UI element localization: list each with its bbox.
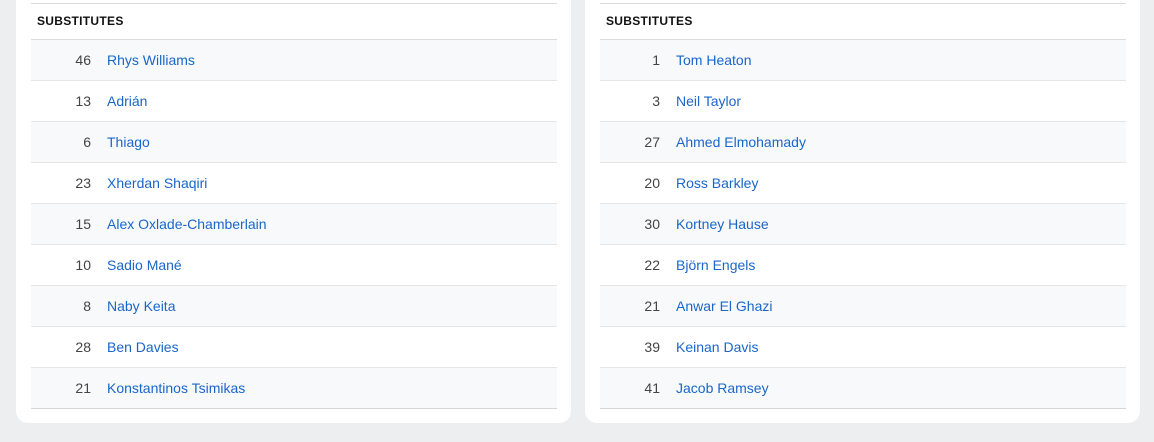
substitutes-table: SUBSTITUTES 1 Tom Heaton 3 Neil Taylor 27 Ahm… (600, 3, 1126, 409)
shirt-number: 23 (75, 175, 91, 191)
shirt-number: 30 (644, 216, 660, 232)
player-link[interactable]: Ross Barkley (676, 175, 759, 191)
player-link[interactable]: Thiago (107, 134, 150, 150)
shirt-number: 1 (652, 52, 660, 68)
shirt-number: 20 (644, 175, 660, 191)
player-row: 23 Xherdan Shaqiri (31, 163, 557, 204)
player-row: 41 Jacob Ramsey (600, 368, 1126, 409)
shirt-number: 39 (644, 339, 660, 355)
shirt-number: 6 (83, 134, 91, 150)
shirt-number: 41 (644, 380, 660, 396)
player-row: 21 Konstantinos Tsimikas (31, 368, 557, 409)
shirt-number: 27 (644, 134, 660, 150)
shirt-number: 8 (83, 298, 91, 314)
player-row: 46 Rhys Williams (31, 40, 557, 81)
player-link[interactable]: Kortney Hause (676, 216, 769, 232)
player-link[interactable]: Sadio Mané (107, 257, 182, 273)
shirt-number: 22 (644, 257, 660, 273)
player-row: 6 Thiago (31, 122, 557, 163)
substitutes-table: SUBSTITUTES 46 Rhys Williams 13 Adrián 6 Thia… (31, 3, 557, 409)
player-row: 3 Neil Taylor (600, 81, 1126, 122)
player-link[interactable]: Ben Davies (107, 339, 179, 355)
shirt-number: 21 (75, 380, 91, 396)
player-row: 20 Ross Barkley (600, 163, 1126, 204)
section-title: SUBSTITUTES (600, 4, 1126, 40)
shirt-number: 3 (652, 93, 660, 109)
shirt-number: 10 (75, 257, 91, 273)
player-row: 10 Sadio Mané (31, 245, 557, 286)
player-row: 27 Ahmed Elmohamady (600, 122, 1126, 163)
player-link[interactable]: Keinan Davis (676, 339, 759, 355)
shirt-number: 21 (644, 298, 660, 314)
player-row: 1 Tom Heaton (600, 40, 1126, 81)
player-link[interactable]: Ahmed Elmohamady (676, 134, 806, 150)
shirt-number: 13 (75, 93, 91, 109)
player-link[interactable]: Xherdan Shaqiri (107, 175, 208, 191)
player-link[interactable]: Alex Oxlade-Chamberlain (107, 216, 267, 232)
shirt-number: 46 (75, 52, 91, 68)
player-link[interactable]: Naby Keita (107, 298, 176, 314)
player-row: 28 Ben Davies (31, 327, 557, 368)
player-row: 39 Keinan Davis (600, 327, 1126, 368)
shirt-number: 15 (75, 216, 91, 232)
player-link[interactable]: Rhys Williams (107, 52, 195, 68)
player-link[interactable]: Anwar El Ghazi (676, 298, 773, 314)
player-link[interactable]: Adrián (107, 93, 148, 109)
player-row: 15 Alex Oxlade-Chamberlain (31, 204, 557, 245)
home-substitutes-card: SUBSTITUTES 46 Rhys Williams 13 Adrián 6 Thia… (16, 0, 571, 423)
player-link[interactable]: Neil Taylor (676, 93, 742, 109)
player-row: 8 Naby Keita (31, 286, 557, 327)
player-link[interactable]: Tom Heaton (676, 52, 752, 68)
shirt-number: 28 (75, 339, 91, 355)
player-link[interactable]: Konstantinos Tsimikas (107, 380, 246, 396)
player-link[interactable]: Björn Engels (676, 257, 756, 273)
section-title: SUBSTITUTES (31, 4, 557, 40)
player-row: 22 Björn Engels (600, 245, 1126, 286)
player-row: 21 Anwar El Ghazi (600, 286, 1126, 327)
player-row: 30 Kortney Hause (600, 204, 1126, 245)
away-substitutes-card: SUBSTITUTES 1 Tom Heaton 3 Neil Taylor 27 Ahm… (585, 0, 1140, 423)
player-link[interactable]: Jacob Ramsey (676, 380, 769, 396)
player-row: 13 Adrián (31, 81, 557, 122)
